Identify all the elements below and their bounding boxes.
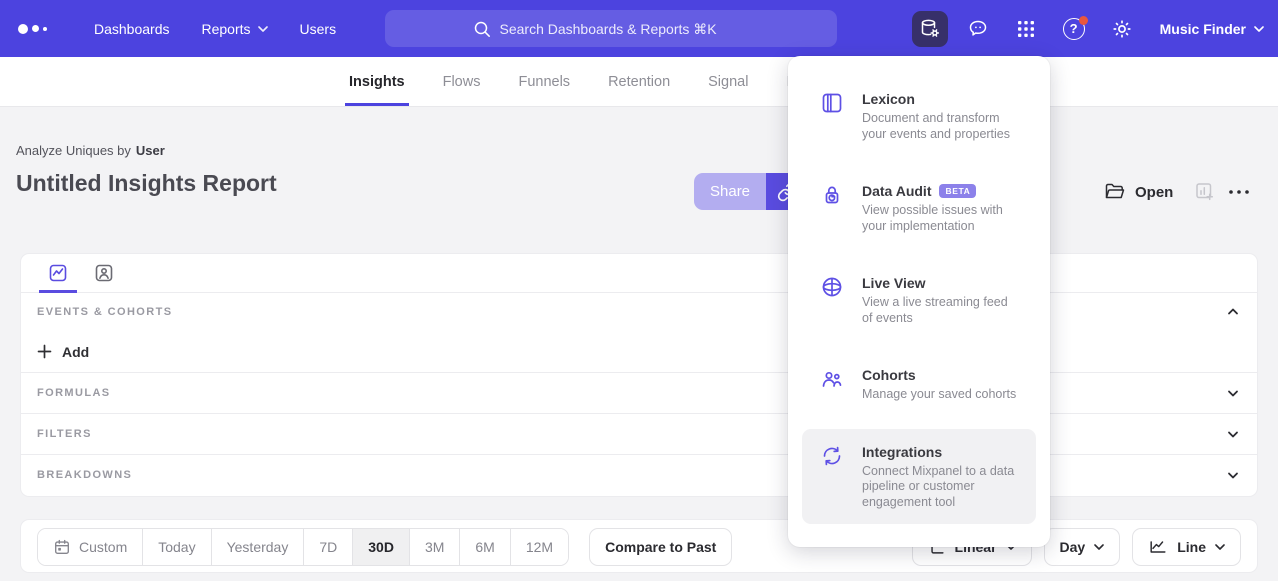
data-management-icon[interactable] — [911, 10, 948, 47]
chevron-down-icon — [1215, 544, 1225, 550]
chevron-down-icon — [1227, 428, 1239, 440]
add-to-dashboard-icon[interactable] — [1194, 178, 1216, 206]
more-options-icon[interactable] — [1228, 178, 1252, 206]
section-formulas[interactable]: FORMULAS — [21, 372, 1257, 413]
nav-users[interactable]: Users — [299, 20, 337, 37]
range-7d[interactable]: 7D — [304, 529, 354, 565]
range-custom[interactable]: Custom — [38, 529, 144, 565]
lexicon-book-icon — [820, 91, 844, 115]
range-12m[interactable]: 12M — [510, 529, 569, 565]
analyze-line: Analyze Uniques by User — [16, 143, 165, 158]
chart-controls-toolbar: Custom Today Yesterday 7D 30D 3M 6M 12M … — [20, 519, 1258, 573]
data-audit-lock-icon — [820, 183, 844, 207]
calendar-icon — [55, 539, 69, 554]
menu-item-data-audit[interactable]: Data Audit BETA View possible issues wit… — [802, 182, 1036, 234]
range-yesterday[interactable]: Yesterday — [211, 529, 305, 565]
tab-signal[interactable]: Signal — [708, 73, 749, 90]
apps-grid-icon[interactable] — [1008, 11, 1044, 47]
chevron-down-icon — [1227, 387, 1239, 399]
range-today[interactable]: Today — [143, 529, 212, 565]
help-icon[interactable]: ? — [1056, 11, 1092, 47]
chart-type-select[interactable]: Line — [1132, 528, 1241, 566]
open-report-button[interactable]: Open — [1104, 178, 1173, 206]
section-filters[interactable]: FILTERS — [21, 413, 1257, 454]
add-event-button[interactable]: Add — [37, 344, 89, 360]
compare-to-past-button[interactable]: Compare to Past — [589, 528, 733, 566]
date-range-segmented: Custom Today Yesterday 7D 30D 3M 6M 12M — [37, 528, 570, 566]
tab-events-chart-icon[interactable] — [35, 254, 81, 293]
line-chart-icon — [1150, 541, 1166, 553]
menu-item-cohorts[interactable]: Cohorts Manage your saved cohorts — [802, 366, 1036, 403]
range-30d[interactable]: 30D — [353, 529, 410, 565]
builder-icon-tabs — [21, 254, 1257, 293]
tab-flows[interactable]: Flows — [442, 73, 481, 90]
search-icon — [474, 21, 490, 37]
data-management-menu: Lexicon Document and transform your even… — [788, 56, 1050, 547]
project-switcher[interactable]: Music Finder — [1160, 21, 1264, 37]
tab-retention[interactable]: Retention — [608, 73, 671, 90]
date-range-controls: Custom Today Yesterday 7D 30D 3M 6M 12M … — [37, 528, 733, 566]
plus-icon — [37, 344, 52, 359]
chevron-up-icon — [1227, 306, 1239, 318]
mixpanel-logo-icon[interactable] — [18, 23, 62, 34]
axes-icon — [930, 540, 944, 554]
top-nav: Dashboards Reports Users — [0, 0, 1278, 57]
chevron-down-icon — [1094, 544, 1105, 550]
chevron-down-icon — [1227, 469, 1239, 481]
tab-funnels[interactable]: Funnels — [518, 73, 571, 90]
nav-dashboards[interactable]: Dashboards — [94, 20, 170, 37]
menu-item-integrations[interactable]: Integrations Connect Mixpanel to a data … — [802, 428, 1036, 524]
menu-item-live-view[interactable]: Live View View a live streaming feed of … — [802, 274, 1036, 326]
range-6m[interactable]: 6M — [460, 529, 511, 565]
feedback-icon[interactable] — [960, 11, 996, 47]
events-add-row: Add — [21, 331, 1257, 372]
tab-insights[interactable]: Insights — [345, 57, 409, 106]
settings-gear-icon[interactable] — [1104, 11, 1140, 47]
integrations-sync-icon — [820, 444, 844, 468]
range-3m[interactable]: 3M — [409, 529, 461, 565]
chevron-down-icon — [1254, 25, 1264, 32]
report-tabbar: Insights Flows Funnels Retention Signal … — [0, 57, 1278, 107]
interval-select[interactable]: Day — [1043, 528, 1121, 566]
global-search[interactable] — [385, 10, 837, 47]
share-button[interactable]: Share — [694, 173, 767, 210]
menu-item-lexicon[interactable]: Lexicon Document and transform your even… — [802, 90, 1036, 142]
tab-profiles-person-icon[interactable] — [81, 254, 127, 292]
cohorts-people-icon — [820, 367, 844, 391]
section-breakdowns[interactable]: BREAKDOWNS — [21, 454, 1257, 495]
globe-icon — [820, 275, 844, 299]
nav-reports[interactable]: Reports — [202, 21, 268, 37]
notification-dot — [1078, 15, 1088, 25]
folder-icon — [1105, 183, 1125, 199]
report-title[interactable]: Untitled Insights Report — [16, 170, 277, 196]
chevron-down-icon — [257, 25, 268, 32]
query-builder-panel: EVENTS & COHORTS Add FORMULAS FILTERS — [20, 253, 1258, 497]
section-events-cohorts[interactable]: EVENTS & COHORTS — [21, 293, 1257, 331]
nav-right-icons: ? Music Finder — [911, 0, 1264, 57]
beta-badge: BETA — [939, 183, 977, 199]
analyze-entity[interactable]: User — [135, 143, 165, 158]
search-input[interactable] — [499, 20, 750, 37]
